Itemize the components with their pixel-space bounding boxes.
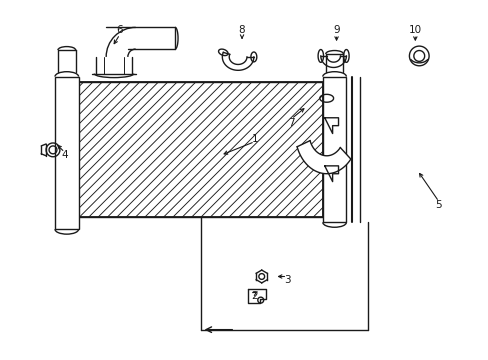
Bar — [75, 82, 322, 217]
Text: 4: 4 — [61, 150, 68, 161]
Text: 9: 9 — [332, 25, 339, 35]
Polygon shape — [320, 56, 346, 67]
Polygon shape — [222, 52, 253, 70]
Polygon shape — [297, 141, 350, 174]
Polygon shape — [324, 118, 338, 134]
Polygon shape — [106, 27, 176, 49]
Text: 8: 8 — [238, 25, 245, 35]
Text: 2: 2 — [251, 291, 258, 301]
Bar — [55, 77, 79, 229]
Polygon shape — [247, 289, 265, 303]
Text: 7: 7 — [287, 118, 294, 128]
Bar — [322, 77, 346, 222]
Text: 1: 1 — [251, 134, 258, 144]
Text: 5: 5 — [435, 199, 441, 210]
Bar — [75, 82, 322, 217]
Text: 10: 10 — [408, 25, 421, 35]
Polygon shape — [324, 166, 338, 181]
Text: 3: 3 — [284, 275, 290, 285]
Bar — [97, 57, 130, 73]
Text: 6: 6 — [117, 25, 123, 35]
Bar — [75, 82, 322, 217]
Polygon shape — [106, 27, 136, 57]
